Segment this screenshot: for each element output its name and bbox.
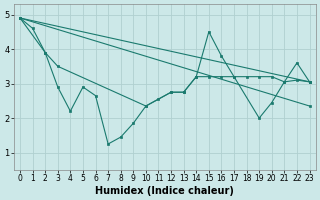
X-axis label: Humidex (Indice chaleur): Humidex (Indice chaleur): [95, 186, 234, 196]
